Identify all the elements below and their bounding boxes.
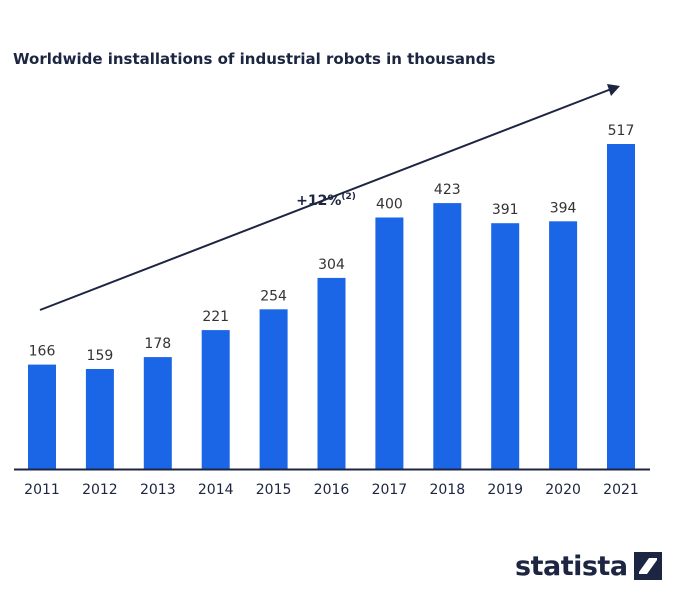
bar-2018 — [433, 203, 462, 469]
bar-2013 — [143, 357, 172, 469]
bar-2020 — [549, 221, 578, 469]
bar-2014 — [201, 330, 230, 469]
bar-2012 — [85, 369, 114, 469]
bars-group — [28, 144, 635, 469]
value-label-2012: 159 — [87, 348, 114, 364]
x-tick-labels-group: 2011 2012 2013 2014 2015 2016 2017 2018 2019 2020… — [24, 482, 639, 498]
bar-2019 — [491, 223, 520, 469]
trend-label: +12%(2) — [296, 192, 356, 209]
x-tick-label-2013: 2013 — [140, 482, 176, 498]
trend-label-footnote: (2) — [341, 192, 356, 202]
value-label-2019: 391 — [492, 202, 519, 218]
trend-label-value: +12% — [296, 193, 341, 209]
bar-2017 — [375, 217, 404, 469]
x-tick-label-2017: 2017 — [372, 482, 408, 498]
x-tick-label-2011: 2011 — [24, 482, 60, 498]
value-label-2015: 254 — [260, 288, 287, 304]
trend-arrow-line — [39, 88, 611, 311]
bar-2015 — [259, 309, 288, 469]
x-tick-label-2014: 2014 — [198, 482, 234, 498]
statista-brand: statista — [515, 552, 662, 580]
bar-2016 — [317, 277, 346, 469]
x-tick-label-2018: 2018 — [429, 482, 465, 498]
bar-2011 — [28, 364, 56, 469]
value-label-2017: 400 — [376, 197, 403, 213]
x-tick-label-2019: 2019 — [487, 482, 523, 498]
value-label-2014: 221 — [202, 309, 229, 325]
x-tick-label-2012: 2012 — [82, 482, 118, 498]
value-label-2021: 517 — [608, 123, 635, 139]
trend-arrowhead-icon — [607, 84, 620, 96]
statista-logo-icon — [633, 552, 662, 580]
x-tick-label-2016: 2016 — [314, 482, 350, 498]
x-tick-label-2021: 2021 — [603, 482, 639, 498]
x-tick-label-2015: 2015 — [256, 482, 292, 498]
brand-wordmark: statista — [515, 550, 628, 582]
value-label-2018: 423 — [434, 182, 461, 198]
value-label-2011: 166 — [29, 344, 56, 360]
bar-2021 — [607, 144, 635, 469]
value-label-2020: 394 — [550, 200, 577, 216]
x-tick-label-2020: 2020 — [545, 482, 581, 498]
value-label-2016: 304 — [318, 257, 345, 273]
value-label-2013: 178 — [144, 336, 171, 352]
value-labels-group: 166 159 178 221 254 304 400 423 391 394 517 — [29, 123, 635, 364]
trend-annotation: +12%(2) — [39, 84, 620, 311]
chart-title: Worldwide installations of industrial ro… — [13, 50, 496, 68]
